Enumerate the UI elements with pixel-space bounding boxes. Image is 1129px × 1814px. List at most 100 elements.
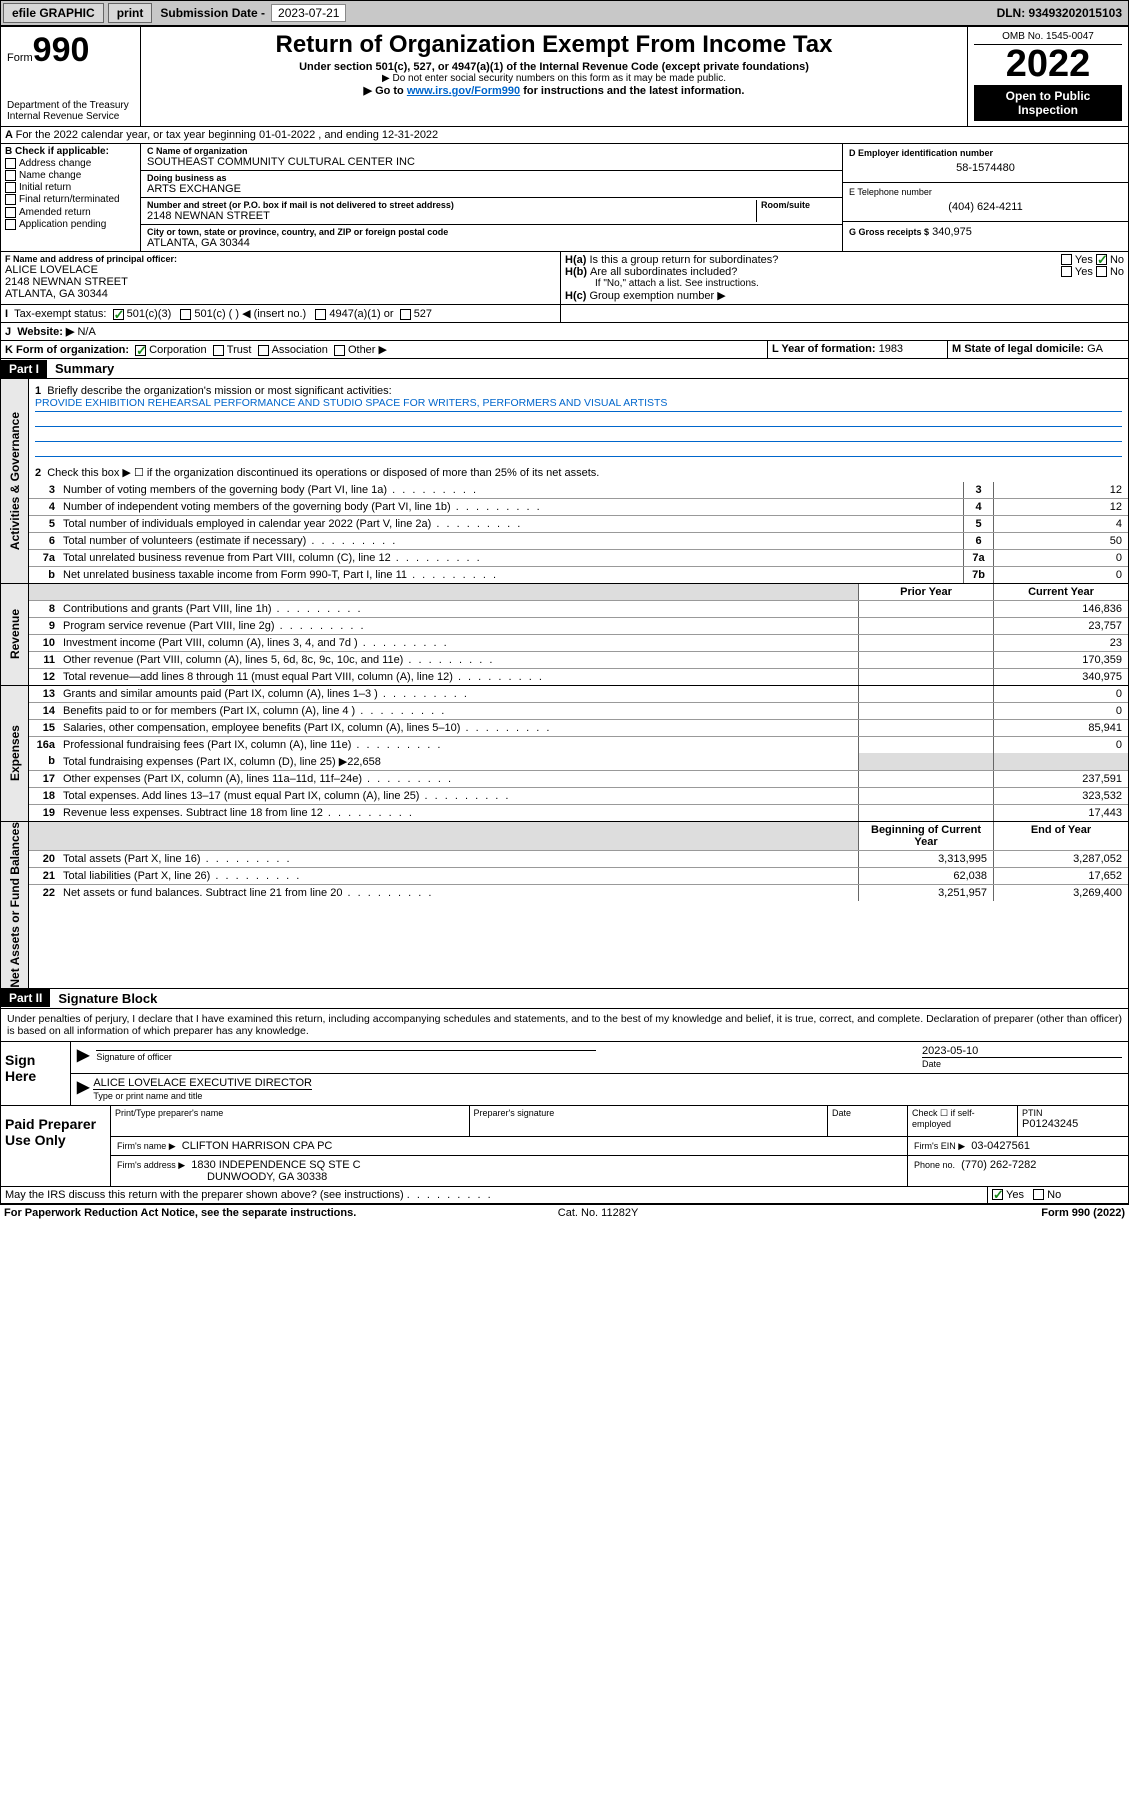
irs-link[interactable]: www.irs.gov/Form990 <box>407 85 520 97</box>
chk-final-return[interactable]: Final return/terminated <box>5 194 136 205</box>
may-no[interactable] <box>1033 1189 1044 1200</box>
part1-label: Part I <box>1 360 47 378</box>
part1-title: Summary <box>47 359 122 378</box>
prior-year-header: Prior Year <box>858 584 993 600</box>
chk-501c[interactable] <box>180 309 191 320</box>
sidetab-net-assets: Net Assets or Fund Balances <box>1 822 29 988</box>
self-employed-check[interactable]: Check ☐ if self-employed <box>908 1106 1018 1136</box>
hc-text: Group exemption number ▶ <box>589 290 725 302</box>
print-button[interactable]: print <box>108 3 153 23</box>
form-label: Form <box>7 52 33 64</box>
hb-yes[interactable] <box>1061 266 1072 277</box>
ein-label: D Employer identification number <box>849 148 1122 158</box>
state-domicile: GA <box>1087 343 1103 355</box>
chk-501c3[interactable] <box>113 309 124 320</box>
blocks-bcd: B Check if applicable: Address change Na… <box>0 144 1129 252</box>
na-header-row: Beginning of Current Year End of Year <box>29 822 1128 851</box>
section-revenue: Revenue Prior Year Current Year 8 Contri… <box>0 584 1129 686</box>
chk-amended[interactable]: Amended return <box>5 207 136 218</box>
ptin-value: P01243245 <box>1022 1118 1124 1130</box>
firm-addr1: 1830 INDEPENDENCE SQ STE C <box>191 1159 360 1171</box>
chk-assoc[interactable] <box>258 345 269 356</box>
tax-status-label: Tax-exempt status: <box>14 308 106 320</box>
efile-button[interactable]: efile GRAPHIC <box>3 3 104 23</box>
arrow-icon: ▶ <box>77 1047 89 1064</box>
line-2: 2 Check this box ▶ ☐ if the organization… <box>29 463 1128 482</box>
phone-value: (404) 624-4211 <box>849 197 1122 217</box>
chk-527[interactable] <box>400 309 411 320</box>
form-990: 990 <box>33 31 90 69</box>
officer-name: ALICE LOVELACE <box>5 264 556 276</box>
page-footer: For Paperwork Reduction Act Notice, see … <box>0 1204 1129 1221</box>
section-net-assets: Net Assets or Fund Balances Beginning of… <box>0 822 1129 989</box>
line-18: 18 Total expenses. Add lines 13–17 (must… <box>29 788 1128 805</box>
chk-address-change[interactable]: Address change <box>5 158 136 169</box>
line-5: 5 Total number of individuals employed i… <box>29 516 1128 533</box>
block-b-title: B Check if applicable: <box>5 146 136 157</box>
chk-name-change[interactable]: Name change <box>5 170 136 181</box>
firm-ein: 03-0427561 <box>971 1140 1030 1152</box>
website-label: Website: ▶ <box>17 326 74 338</box>
line-13: 13 Grants and similar amounts paid (Part… <box>29 686 1128 703</box>
block-i: I Tax-exempt status: 501(c)(3) 501(c) ( … <box>0 305 1129 323</box>
chk-corp[interactable] <box>135 345 146 356</box>
chk-trust[interactable] <box>213 345 224 356</box>
org-name-label: C Name of organization <box>147 146 836 156</box>
date-label: Date <box>922 1059 941 1069</box>
may-discuss-text: May the IRS discuss this return with the… <box>5 1189 404 1201</box>
hb-text: Are all subordinates included? <box>590 266 1061 278</box>
tax-year: 2022 <box>974 45 1122 83</box>
state-domicile-label: M State of legal domicile: <box>952 343 1084 355</box>
line-10: 10 Investment income (Part VIII, column … <box>29 635 1128 652</box>
line-21: 21 Total liabilities (Part X, line 26) 6… <box>29 868 1128 885</box>
line-19: 19 Revenue less expenses. Subtract line … <box>29 805 1128 821</box>
dln-label: DLN: 93493202015103 <box>991 4 1128 22</box>
may-discuss-row: May the IRS discuss this return with the… <box>0 1187 1129 1204</box>
firm-name: CLIFTON HARRISON CPA PC <box>182 1140 333 1152</box>
part2-title: Signature Block <box>50 989 165 1008</box>
mission-blank1 <box>35 412 1122 427</box>
section-expenses: Expenses 13 Grants and similar amounts p… <box>0 686 1129 822</box>
signer-name: ALICE LOVELACE EXECUTIVE DIRECTOR <box>93 1077 312 1089</box>
room-label: Room/suite <box>761 200 836 210</box>
firm-addr-label: Firm's address ▶ <box>117 1160 185 1170</box>
preparer-sig-label: Preparer's signature <box>474 1108 824 1118</box>
block-j: J Website: ▶ N/A <box>0 323 1129 341</box>
street-label: Number and street (or P.O. box if mail i… <box>147 200 756 210</box>
ha-no[interactable] <box>1096 254 1107 265</box>
form-title: Return of Organization Exempt From Incom… <box>147 31 961 59</box>
officer-addr1: 2148 NEWNAN STREET <box>5 276 556 288</box>
revenue-header-row: Prior Year Current Year <box>29 584 1128 601</box>
paid-preparer-label: Paid Preparer Use Only <box>1 1106 111 1186</box>
mission-blank2 <box>35 427 1122 442</box>
chk-initial-return[interactable]: Initial return <box>5 182 136 193</box>
chk-application-pending[interactable]: Application pending <box>5 219 136 230</box>
arrow-icon-2: ▶ <box>77 1077 89 1102</box>
name-title-label: Type or print name and title <box>93 1091 202 1101</box>
phone-label: E Telephone number <box>849 187 1122 197</box>
tax-year-range: For the 2022 calendar year, or tax year … <box>16 129 439 141</box>
officer-label: F Name and address of principal officer: <box>5 254 556 264</box>
header-left: Form990 Department of the Treasury Inter… <box>1 27 141 126</box>
preparer-name-label: Print/Type preparer's name <box>115 1108 465 1118</box>
submission-date: 2023-07-21 <box>271 4 346 22</box>
may-yes[interactable] <box>992 1189 1003 1200</box>
subtitle-2: ▶ Do not enter social security numbers o… <box>147 73 961 84</box>
website-value: N/A <box>77 326 95 338</box>
block-c: C Name of organization SOUTHEAST COMMUNI… <box>141 144 843 251</box>
line-17: 17 Other expenses (Part IX, column (A), … <box>29 771 1128 788</box>
chk-4947[interactable] <box>315 309 326 320</box>
form-header: Form990 Department of the Treasury Inter… <box>0 26 1129 127</box>
ha-yes[interactable] <box>1061 254 1072 265</box>
paid-preparer-block: Paid Preparer Use Only Print/Type prepar… <box>0 1106 1129 1187</box>
street-address: 2148 NEWNAN STREET <box>147 210 756 222</box>
line-3: 3 Number of voting members of the govern… <box>29 482 1128 499</box>
org-name: SOUTHEAST COMMUNITY CULTURAL CENTER INC <box>147 156 836 168</box>
line-9: 9 Program service revenue (Part VIII, li… <box>29 618 1128 635</box>
irs-label: Internal Revenue Service <box>7 111 134 122</box>
hb-no[interactable] <box>1096 266 1107 277</box>
line-7a: 7a Total unrelated business revenue from… <box>29 550 1128 567</box>
line-15: 15 Salaries, other compensation, employe… <box>29 720 1128 737</box>
chk-other[interactable] <box>334 345 345 356</box>
sign-here-block: Sign Here ▶ Signature of officer 2023-05… <box>0 1042 1129 1106</box>
